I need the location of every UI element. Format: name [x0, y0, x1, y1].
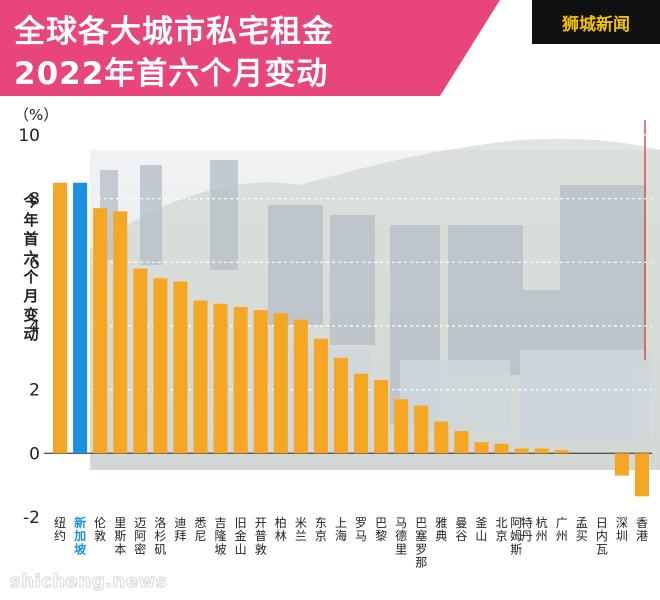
y-tick-label: 4 — [29, 317, 40, 337]
x-tick-label: 深圳 — [616, 516, 628, 543]
bar-16 — [374, 380, 389, 454]
bar-1 — [73, 182, 88, 454]
bar-20 — [454, 431, 469, 454]
brand-logo: 狮城新闻 — [532, 0, 660, 44]
bar-29 — [634, 453, 649, 497]
y-axis-unit: （%） — [14, 106, 59, 124]
bar-18 — [414, 405, 429, 454]
x-tick-label: 日内瓦 — [596, 516, 608, 556]
bar-21 — [474, 442, 489, 454]
bar-28 — [614, 453, 629, 476]
bar-13 — [313, 338, 328, 454]
x-tick-label: 香港 — [636, 516, 648, 543]
x-tick-label: 罗马 — [355, 516, 367, 543]
x-tick-label: 北京 — [495, 516, 507, 543]
x-tick-label: 釜山 — [475, 515, 487, 543]
y-tick-label: 0 — [29, 444, 40, 464]
bar-6 — [173, 281, 188, 454]
bar-14 — [333, 357, 348, 454]
bar-8 — [213, 303, 228, 454]
x-tick-label: 阿姆斯特丹 — [510, 515, 533, 556]
x-tick-label: 巴黎 — [375, 516, 387, 543]
x-tick-label: 上海 — [335, 516, 347, 543]
x-axis: 纽约新加坡伦敦里斯本迈阿密洛杉矶迪拜悉尼吉隆坡旧金山开普敦柏林米兰东京上海罗马巴… — [54, 515, 648, 570]
y-tick-label: 10 — [18, 126, 40, 146]
x-tick-label: 伦敦 — [94, 515, 106, 543]
bar-19 — [434, 421, 449, 454]
x-tick-label: 洛杉矶 — [154, 515, 166, 556]
bar-2 — [93, 208, 108, 454]
x-tick-label: 开普敦 — [255, 516, 267, 556]
bar-3 — [113, 211, 128, 454]
bar-23 — [514, 448, 529, 454]
x-tick-label: 里斯本 — [114, 516, 126, 556]
x-tick-label: 迈阿密 — [134, 516, 146, 556]
x-tick-label: 雅典 — [435, 515, 447, 543]
background-cityscape — [90, 120, 660, 470]
y-tick-label: 2 — [29, 381, 40, 401]
x-tick-label: 东京 — [315, 516, 327, 543]
bar-15 — [354, 373, 369, 454]
bar-4 — [133, 268, 148, 454]
bar-25 — [554, 450, 569, 454]
x-tick-label: 巴塞罗那 — [415, 516, 427, 570]
y-tick-label: -2 — [23, 508, 40, 528]
bar-11 — [273, 313, 288, 454]
y-tick-label: 8 — [29, 190, 40, 210]
bar-24 — [534, 448, 549, 454]
x-tick-label: 米兰 — [295, 516, 307, 543]
watermark: shicheng.news — [10, 571, 167, 593]
bar-12 — [293, 319, 308, 454]
x-tick-label: 柏林 — [275, 515, 287, 543]
x-tick-label: 纽约 — [54, 516, 66, 543]
x-tick-label: 旧金山 — [235, 516, 247, 556]
chart-bars — [53, 182, 649, 497]
x-tick-label: 马德里 — [395, 516, 407, 556]
chart-title-line-1: 全球各大城市私宅租金 — [14, 14, 334, 50]
chart-title-line-2: 2022年首六个月变动 — [14, 56, 329, 92]
x-tick-label: 孟买 — [576, 516, 588, 543]
bar-10 — [253, 310, 268, 454]
bar-9 — [233, 306, 248, 454]
x-tick-label: 曼谷 — [455, 516, 467, 543]
title-banner: 全球各大城市私宅租金 2022年首六个月变动 — [0, 0, 500, 96]
x-tick-label: 杭州 — [536, 515, 548, 543]
y-axis: -2 0 2 4 6 8 10 — [18, 126, 40, 528]
x-tick-label: 广州 — [556, 516, 568, 543]
bar-17 — [394, 399, 409, 454]
bar-7 — [193, 300, 208, 454]
x-tick-label: 吉隆坡 — [215, 516, 227, 556]
bar-22 — [494, 443, 509, 454]
x-tick-label: 悉尼 — [194, 516, 206, 543]
y-axis-label: 今年首六个月变动 — [23, 192, 39, 343]
x-tick-label: 迪拜 — [174, 516, 186, 543]
bar-5 — [153, 278, 168, 454]
y-tick-label: 6 — [29, 253, 40, 273]
bar-0 — [53, 182, 68, 454]
x-tick-label: 新加坡 — [73, 515, 87, 556]
